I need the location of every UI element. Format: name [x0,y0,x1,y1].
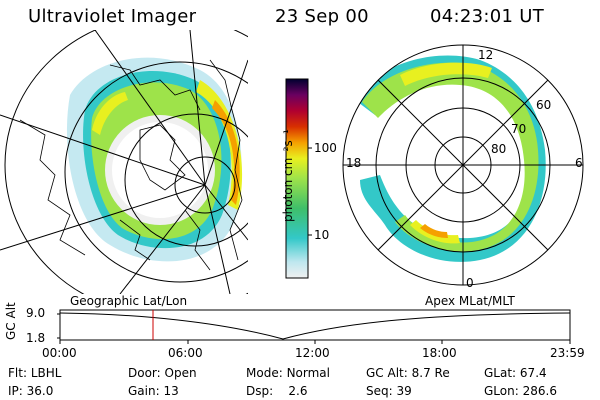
mlt-label-12: 12 [478,48,494,62]
colorbar-tick-10: 10 [314,228,330,242]
geographic-image [0,30,248,294]
ytick-9: 9.0 [26,306,46,320]
field-dsp: Dsp: 2.6 [246,384,308,398]
apex-label: Apex MLat/MLT [425,294,515,308]
time-label: 04:23:01 UT [430,6,545,27]
xtick-1200: 12:00 [295,346,330,360]
field-glon: GLon: 286.6 [484,384,557,398]
mlat-label-60: 60 [536,98,552,112]
geographic-label: Geographic Lat/Lon [70,294,188,308]
apex-polar-plot [342,44,584,286]
field-glat: GLat: 67.4 [484,366,547,380]
field-ip: IP: 36.0 [8,384,54,398]
date-label: 23 Sep 00 [275,6,369,27]
colorbar-unit-label: photon cm⁻²s⁻¹ [281,129,295,222]
mlat-label-70: 70 [511,122,527,136]
colorbar [285,78,309,279]
field-flt: Flt: LBHL [8,366,62,380]
colorbar-tick-100: 100 [314,141,337,155]
ytick-1-8: 1.8 [26,331,46,345]
mlat-label-80: 80 [491,142,507,156]
xtick-0000: 00:00 [42,346,77,360]
xtick-2359: 23:59 [550,346,585,360]
field-door: Door: Open [128,366,197,380]
xtick-0600: 06:00 [168,346,203,360]
field-gain: Gain: 13 [128,384,179,398]
mlt-label-18: 18 [346,156,362,170]
field-seq: Seq: 39 [366,384,412,398]
mlt-label-0: 0 [466,276,474,290]
app-title: Ultraviolet Imager [28,6,197,27]
altitude-strip [57,309,571,344]
gc-alt-axis-label: GC Alt [4,302,18,340]
field-mode: Mode: Normal [246,366,330,380]
field-gc-alt: GC Alt: 8.7 Re [366,366,450,380]
mlt-label-6: 6 [575,156,583,170]
xtick-1800: 18:00 [422,346,457,360]
